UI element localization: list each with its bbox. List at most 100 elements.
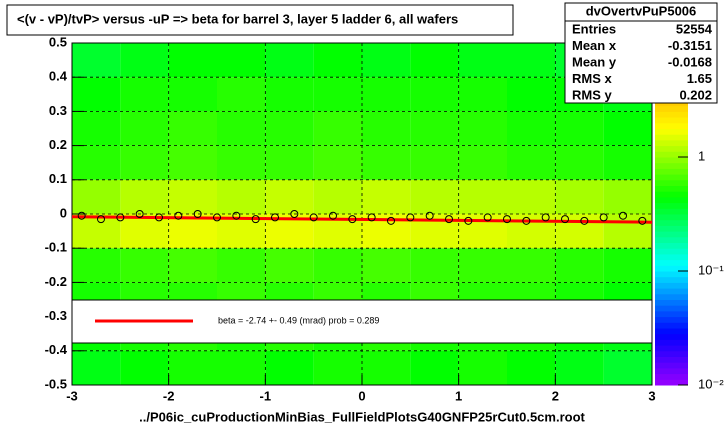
heatmap bbox=[72, 43, 652, 385]
stats-box bbox=[564, 2, 718, 104]
profile-point bbox=[522, 216, 531, 225]
heat-cell bbox=[72, 248, 121, 283]
heat-cell bbox=[313, 43, 362, 78]
colorbar-step bbox=[655, 265, 688, 272]
profile-point bbox=[174, 211, 183, 220]
heat-cell bbox=[555, 350, 604, 385]
profile-point bbox=[135, 210, 144, 218]
profile-point bbox=[116, 213, 125, 222]
stats-value: 52554 bbox=[676, 21, 713, 36]
heat-cell bbox=[217, 43, 266, 78]
heat-cell bbox=[120, 77, 169, 112]
legend-text: beta = -2.74 +- 0.49 (mrad) prob = 0.289 bbox=[218, 315, 379, 325]
chart-title: <(v - vP)/tvP> versus -uP => beta for ba… bbox=[17, 11, 458, 26]
heat-cell bbox=[120, 248, 169, 283]
heat-cell bbox=[265, 248, 314, 283]
heat-cell bbox=[217, 77, 266, 112]
colorbar-step bbox=[655, 196, 688, 204]
heat-cell bbox=[458, 77, 507, 112]
y-tick-label: 0.1 bbox=[49, 171, 67, 186]
x-tick-label: 2 bbox=[552, 388, 559, 403]
colorbar-step bbox=[655, 356, 688, 363]
colorbar-step bbox=[655, 271, 688, 278]
heat-cell bbox=[120, 214, 169, 249]
heat-cell bbox=[410, 248, 459, 283]
profile-point bbox=[425, 211, 434, 220]
colorbar-step bbox=[655, 219, 688, 226]
colorbar-step bbox=[655, 282, 688, 289]
heat-cell bbox=[507, 214, 556, 249]
heat-cell bbox=[362, 43, 411, 78]
colorbar-step bbox=[655, 139, 688, 147]
heat-cell bbox=[458, 145, 507, 180]
heat-cell bbox=[217, 111, 266, 146]
heat-cell bbox=[555, 179, 604, 214]
heat-cell bbox=[458, 179, 507, 214]
profile-point bbox=[329, 211, 337, 220]
profile-point bbox=[464, 216, 473, 225]
colorbar-step bbox=[655, 379, 688, 386]
profile-point bbox=[97, 215, 105, 224]
profile-point bbox=[367, 213, 376, 222]
colorbar-step bbox=[655, 322, 688, 329]
heat-cell bbox=[168, 77, 217, 112]
heat-cell bbox=[120, 179, 169, 214]
y-tick-label: -0.1 bbox=[45, 240, 67, 255]
heat-cell bbox=[603, 214, 652, 249]
heat-cell bbox=[313, 350, 362, 385]
heat-cell bbox=[265, 77, 314, 112]
x-axis-label: ../P06ic_cuProductionMinBias_FullFieldPl… bbox=[139, 409, 585, 424]
x-tick-label: 1 bbox=[455, 388, 462, 403]
colorbar-step bbox=[655, 333, 688, 340]
profile-point bbox=[193, 210, 202, 218]
colorbar-step bbox=[655, 362, 688, 369]
heat-cell bbox=[265, 350, 314, 385]
heat-cell bbox=[313, 111, 362, 146]
colorbar-step bbox=[655, 157, 688, 164]
profile-point bbox=[599, 213, 608, 222]
profile-point bbox=[348, 215, 357, 224]
heat-cell bbox=[458, 111, 507, 146]
heat-cell bbox=[410, 77, 459, 112]
heat-cell bbox=[313, 179, 362, 214]
heat-cell bbox=[603, 111, 652, 146]
heat-cell bbox=[555, 248, 604, 283]
profile-point bbox=[387, 216, 395, 225]
profile-point bbox=[309, 213, 318, 222]
profile-point bbox=[483, 213, 492, 222]
heat-cell bbox=[603, 248, 652, 283]
colorbar-step bbox=[655, 168, 688, 175]
colorbar-step bbox=[655, 299, 688, 306]
heat-cell bbox=[72, 77, 121, 112]
colorbar-step bbox=[655, 145, 688, 152]
y-tick-label: -0.5 bbox=[45, 376, 67, 391]
colorbar-step bbox=[655, 208, 688, 215]
profile-point bbox=[580, 216, 589, 225]
heat-cell bbox=[217, 145, 266, 180]
profile-point bbox=[619, 211, 627, 220]
stats-label: Mean y bbox=[572, 54, 617, 69]
colorbar-step bbox=[655, 179, 688, 186]
heat-cell bbox=[265, 179, 314, 214]
stats-title: dvOvertvPuP5006 bbox=[586, 3, 697, 18]
colorbar-step bbox=[655, 293, 688, 300]
heat-cell bbox=[313, 145, 362, 180]
colorbar-step bbox=[655, 316, 688, 323]
profile-point bbox=[561, 215, 569, 224]
y-tick-label: 0.5 bbox=[49, 34, 67, 49]
colorbar-step bbox=[655, 185, 688, 192]
colorbar-step bbox=[655, 174, 688, 181]
heat-cell bbox=[168, 214, 217, 249]
heat-cell bbox=[313, 248, 362, 283]
x-tick-label: -3 bbox=[66, 388, 78, 403]
colorbar-step bbox=[655, 373, 688, 380]
heat-cell bbox=[507, 248, 556, 283]
heat-cell bbox=[458, 350, 507, 385]
colorbar-step bbox=[655, 231, 688, 238]
title-box bbox=[6, 4, 514, 36]
profile-point bbox=[232, 211, 241, 220]
colorbar-step bbox=[655, 259, 688, 266]
heat-cell bbox=[72, 111, 121, 146]
colorbar-step bbox=[655, 202, 688, 209]
heat-cell bbox=[507, 350, 556, 385]
